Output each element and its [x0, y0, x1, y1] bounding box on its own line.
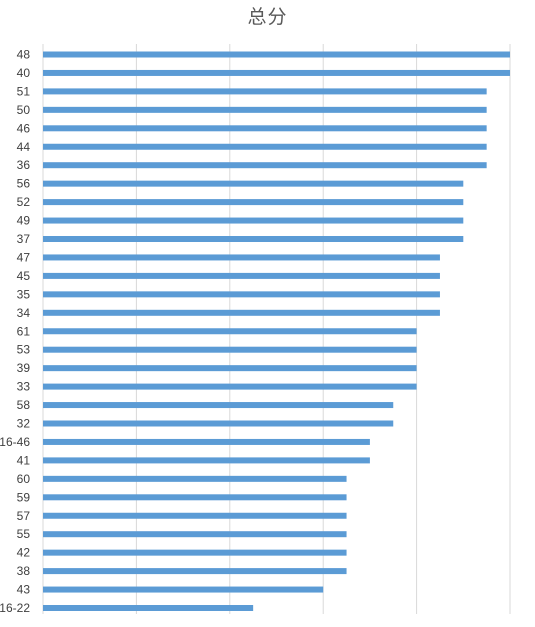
bar — [43, 180, 464, 187]
category-label: 58 — [17, 398, 31, 412]
category-label: 37 — [17, 232, 31, 246]
category-label: 55 — [17, 527, 31, 541]
category-label: 61 — [17, 324, 31, 338]
bar — [43, 420, 394, 427]
bar — [43, 365, 417, 372]
category-label: 45 — [17, 269, 31, 283]
bar — [43, 106, 487, 113]
category-label: 39 — [17, 361, 31, 375]
bar — [43, 309, 440, 316]
category-label: 32 — [17, 417, 31, 431]
bar — [43, 383, 417, 390]
category-label: 40 — [17, 66, 31, 80]
bar — [43, 346, 417, 353]
category-label: 41 — [17, 453, 31, 467]
bar — [43, 217, 464, 224]
category-label: 16-22 — [0, 601, 30, 615]
bar — [43, 254, 440, 261]
bar — [43, 475, 347, 482]
category-label: 16-46 — [0, 435, 30, 449]
category-label: 50 — [17, 103, 31, 117]
bar — [43, 88, 487, 95]
category-label: 34 — [17, 306, 31, 320]
bar-series — [43, 51, 510, 611]
category-label: 42 — [17, 546, 31, 560]
bar — [43, 328, 417, 335]
category-label: 46 — [17, 121, 31, 135]
bar — [43, 457, 370, 464]
category-label: 48 — [17, 48, 31, 62]
bar — [43, 605, 254, 611]
category-label: 47 — [17, 250, 31, 264]
bar — [43, 125, 487, 132]
category-labels: 48 40 51 50 46 44 36 56 52 49 37 47 45 35 34 61 53 39 33 58… — [0, 48, 30, 616]
category-label: 38 — [17, 564, 31, 578]
bar — [43, 236, 464, 242]
bar — [43, 199, 464, 206]
chart-title: 总分 — [247, 6, 288, 28]
category-label: 33 — [17, 380, 31, 394]
category-label: 53 — [17, 343, 31, 357]
category-label: 51 — [17, 84, 31, 98]
bar — [43, 402, 394, 409]
bar — [43, 568, 347, 575]
bar — [43, 549, 347, 556]
category-label: 56 — [17, 177, 31, 191]
bar — [43, 291, 440, 298]
bar — [43, 586, 324, 593]
bar — [43, 531, 347, 538]
category-label: 60 — [17, 472, 31, 486]
bar — [43, 494, 347, 501]
category-label: 43 — [17, 583, 31, 597]
bar — [43, 143, 487, 150]
bar — [43, 51, 510, 58]
category-label: 49 — [17, 214, 31, 228]
category-label: 59 — [17, 490, 31, 504]
bar — [43, 512, 347, 519]
bar — [43, 162, 487, 169]
bar — [43, 69, 510, 76]
category-label: 35 — [17, 287, 31, 301]
bar — [43, 438, 370, 445]
category-label: 36 — [17, 158, 31, 172]
category-label: 44 — [17, 140, 31, 154]
category-label: 52 — [17, 195, 31, 209]
bar — [43, 272, 440, 279]
category-label: 57 — [17, 509, 31, 523]
